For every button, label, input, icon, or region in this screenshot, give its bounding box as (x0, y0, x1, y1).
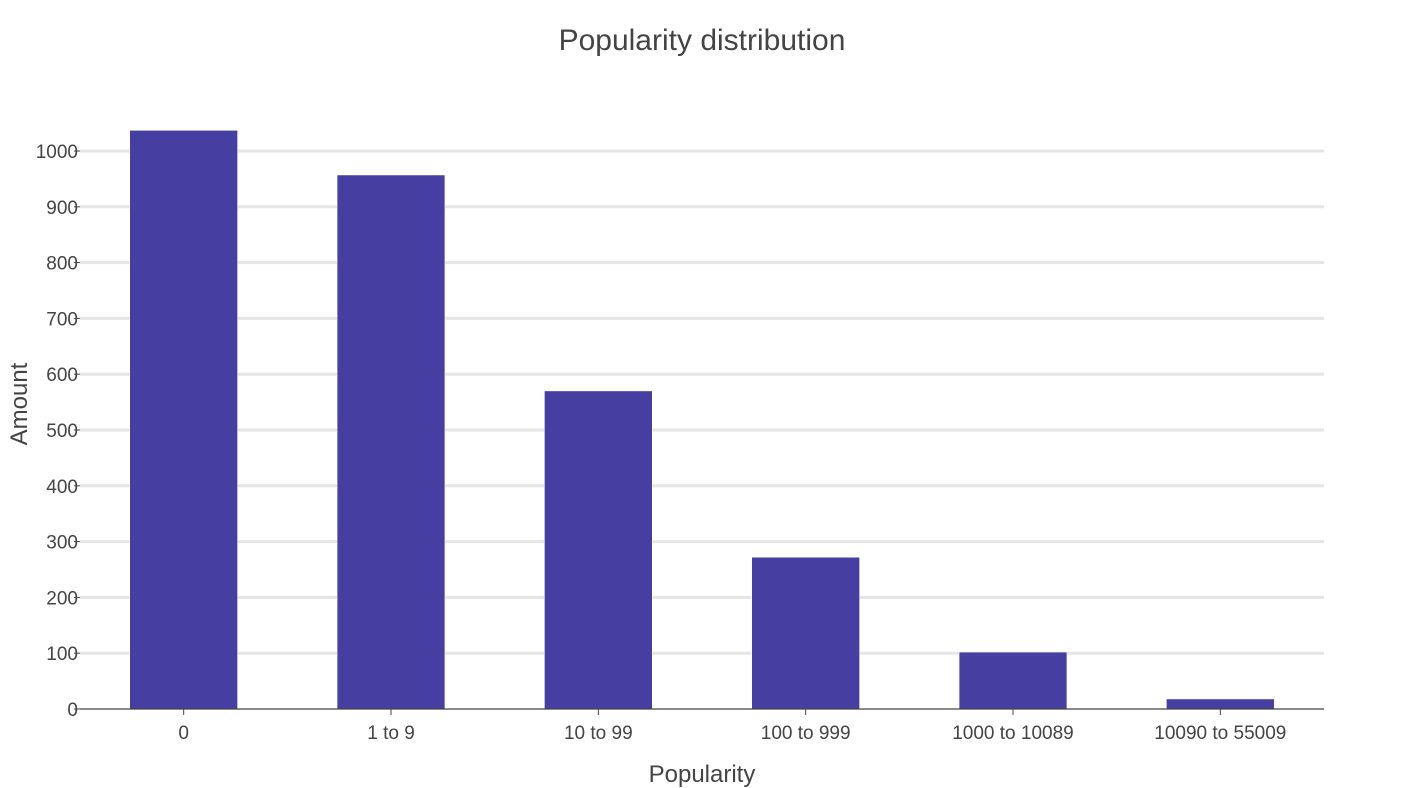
x-tick-label: 10090 to 55009 (1154, 723, 1286, 744)
bar[interactable] (751, 556, 860, 710)
y-tick-label: 100 (46, 644, 78, 665)
bar[interactable] (544, 390, 653, 710)
y-tick-label: 800 (46, 254, 78, 275)
axes: 0 100 200 300 400 500 600 700 800 900 1000 0 1 to 9 1… (36, 142, 1324, 744)
chart-title: Popularity distribution (559, 24, 846, 57)
y-tick-label: 1000 (36, 142, 78, 163)
grid-lines (80, 149, 1324, 655)
x-tick-label: 100 to 999 (761, 723, 851, 744)
y-tick-label: 400 (46, 477, 78, 498)
x-tick-label: 0 (178, 723, 189, 744)
x-tick-label: 1000 to 10089 (952, 723, 1074, 744)
y-axis-title: Amount (6, 362, 33, 445)
y-tick-label: 300 (46, 533, 78, 554)
x-axis-title: Popularity (649, 761, 756, 788)
bar[interactable] (1166, 698, 1275, 710)
y-tick-label: 600 (46, 365, 78, 386)
y-tick-label: 700 (46, 309, 78, 330)
y-tick-label: 0 (67, 700, 78, 721)
bar[interactable] (958, 651, 1068, 710)
bar[interactable] (129, 130, 238, 710)
y-tick-label: 500 (46, 421, 78, 442)
x-tick-label: 1 to 9 (367, 723, 415, 744)
x-tick-label: 10 to 99 (564, 723, 633, 744)
bar[interactable] (336, 174, 446, 710)
y-tick-label: 900 (46, 198, 78, 219)
bars (129, 130, 1275, 710)
y-tick-label: 200 (46, 588, 78, 609)
